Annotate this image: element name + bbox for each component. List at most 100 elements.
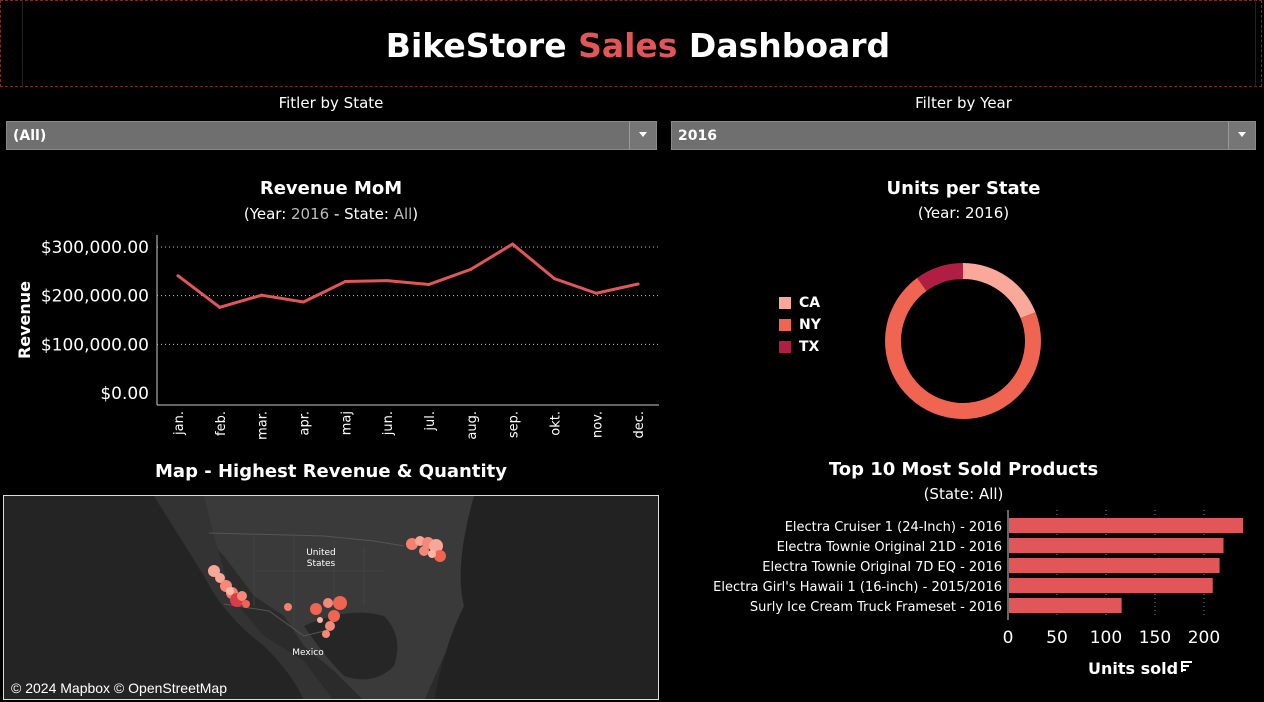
- units-chart-legend: CA NY TX: [779, 295, 859, 365]
- units-chart-subtitle: (Year: 2016): [917, 204, 1010, 222]
- revenue-point[interactable]: [218, 305, 222, 309]
- map-bubble: [428, 550, 436, 558]
- subtitle-year: 2016: [291, 205, 330, 223]
- revenue-point[interactable]: [176, 274, 180, 278]
- year-filter-value: 2016: [678, 128, 717, 144]
- legend-label: TX: [799, 339, 820, 355]
- legend-swatch: [779, 297, 791, 309]
- x-tick-label: nov.: [590, 411, 605, 438]
- donut-slice-tx[interactable]: [917, 263, 963, 291]
- product-label: Surly Ice Cream Truck Frameset - 2016: [750, 600, 1002, 615]
- map-bubble: [434, 550, 446, 562]
- revenue-point[interactable]: [636, 282, 640, 286]
- legend-swatch: [779, 341, 791, 353]
- subtitle-suffix: ): [412, 205, 419, 223]
- map-label-mexico: Mexico: [292, 648, 324, 658]
- map-bubble: [226, 587, 234, 595]
- x-tick-label: sep.: [507, 411, 522, 438]
- title-text-accent: Sales: [578, 26, 678, 65]
- x-tick-label: mar.: [256, 411, 271, 440]
- donut-slice-ca[interactable]: [963, 263, 1036, 319]
- map-canvas: United States Mexico: [4, 496, 658, 699]
- year-filter-dropdown-button[interactable]: [1228, 122, 1255, 149]
- map-bubble: [429, 539, 443, 553]
- y-tick-label: $300,000.00: [41, 238, 149, 258]
- revenue-chart-title: Revenue MoM: [259, 178, 403, 199]
- revenue-point[interactable]: [385, 279, 389, 283]
- revenue-point[interactable]: [511, 242, 515, 246]
- pacific-ocean: [4, 496, 304, 699]
- map-bubble: [325, 621, 335, 631]
- x-tick-label: feb.: [214, 411, 229, 436]
- state-filter-label: Fitler by State: [278, 94, 384, 112]
- x-tick-label: 100: [1090, 628, 1122, 648]
- sort-icon-bar: [1181, 669, 1186, 671]
- subtitle-state: All: [393, 205, 413, 223]
- products-chart-title: Top 10 Most Sold Products: [828, 459, 1099, 480]
- title-text-end: Dashboard: [677, 26, 891, 65]
- sort-icon-bar: [1181, 665, 1189, 667]
- product-bar[interactable]: [1009, 538, 1224, 553]
- product-label: Electra Townie Original 21D - 2016: [777, 540, 1002, 555]
- map-label-us-2: States: [307, 559, 336, 569]
- map-credit[interactable]: © 2024 Mapbox © OpenStreetMap: [11, 680, 227, 696]
- revenue-point[interactable]: [552, 277, 556, 281]
- map-bubble: [419, 546, 429, 556]
- revenue-point[interactable]: [343, 280, 347, 284]
- map-bubble: [242, 600, 250, 608]
- subtitle-mid: - State:: [329, 205, 394, 223]
- x-tick-label: apr.: [297, 411, 312, 436]
- products-chart-subtitle: (State: All): [923, 485, 1004, 503]
- map-bubble: [284, 603, 292, 611]
- map-label-us-1: United: [306, 548, 336, 558]
- product-bar[interactable]: [1009, 558, 1220, 573]
- product-label: Electra Townie Original 7D EQ - 2016: [762, 560, 1002, 575]
- product-bar[interactable]: [1009, 578, 1213, 593]
- title-inner-frame: [22, 0, 1256, 87]
- map-bubble: [328, 610, 340, 622]
- year-filter-label: Filter by Year: [915, 94, 1012, 112]
- legend-swatch: [779, 319, 791, 331]
- sort-icon[interactable]: [1181, 661, 1192, 672]
- y-tick-label: $200,000.00: [41, 287, 149, 307]
- page-title: BikeStore Sales Dashboard: [0, 26, 1264, 65]
- map-bubble: [310, 603, 322, 615]
- state-lines: [253, 536, 384, 626]
- x-tick-label: 0: [1003, 628, 1014, 648]
- title-text-start: BikeStore: [385, 26, 579, 65]
- x-tick-label: jul.: [423, 411, 438, 432]
- sort-icon-bar: [1181, 661, 1192, 663]
- revenue-point[interactable]: [301, 300, 305, 304]
- x-tick-label: 150: [1139, 628, 1171, 648]
- revenue-map[interactable]: United States Mexico © 2024 Mapbox © Ope…: [3, 495, 659, 700]
- x-tick-label: aug.: [465, 411, 480, 440]
- x-tick-label: dec.: [632, 411, 647, 439]
- products-bar-chart[interactable]: 0 50 100 150 200 Electra Cruiser 1 (24-Inch) …: [665, 508, 1264, 702]
- x-axis-title: Units sold: [1088, 659, 1178, 678]
- x-tick-label: okt.: [548, 411, 563, 436]
- y-axis-title: Revenue: [15, 281, 34, 359]
- product-bar[interactable]: [1009, 598, 1122, 613]
- revenue-line-chart[interactable]: $0.00 $100,000.00 $200,000.00 $300,000.00 Re…: [0, 225, 665, 450]
- legend-label: NY: [799, 317, 821, 333]
- map-title: Map - Highest Revenue & Quantity: [155, 461, 507, 482]
- x-tick-label: jun.: [381, 411, 396, 436]
- revenue-point[interactable]: [427, 282, 431, 286]
- product-bar[interactable]: [1009, 518, 1244, 533]
- map-bubble: [215, 573, 225, 583]
- chevron-down-icon: [639, 132, 647, 137]
- state-filter-value: (All): [13, 128, 47, 144]
- x-tick-label: maj: [339, 411, 354, 435]
- revenue-chart-subtitle: (Year: 2016 - State: All): [3, 205, 659, 223]
- state-filter-dropdown[interactable]: (All): [6, 121, 657, 150]
- units-donut-chart[interactable]: [880, 258, 1046, 424]
- revenue-point[interactable]: [260, 293, 264, 297]
- revenue-point[interactable]: [594, 291, 598, 295]
- state-filter-dropdown-button[interactable]: [629, 122, 656, 149]
- revenue-series-line[interactable]: [177, 242, 639, 309]
- revenue-point[interactable]: [469, 267, 473, 271]
- y-tick-label: $100,000.00: [41, 335, 149, 355]
- map-bubble: [333, 596, 347, 610]
- x-tick-label: jan.: [172, 411, 187, 436]
- year-filter-dropdown[interactable]: 2016: [671, 121, 1256, 150]
